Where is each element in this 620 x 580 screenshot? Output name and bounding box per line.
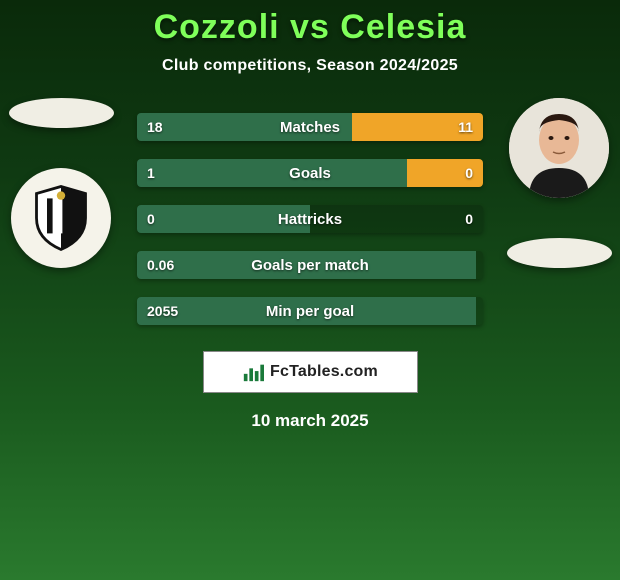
stat-row: Min per goal2055: [137, 297, 483, 325]
stat-value-left: 2055: [147, 303, 178, 319]
right-avatar: [509, 98, 609, 198]
comparison-infographic: Cozzoli vs Celesia Club competitions, Se…: [0, 0, 620, 431]
left-club-crest: [11, 168, 111, 268]
right-player-column: [504, 98, 614, 268]
page-subtitle: Club competitions, Season 2024/2025: [0, 57, 620, 75]
stat-row: Goals per match0.06: [137, 251, 483, 279]
stat-value-right: 0: [465, 165, 473, 181]
stat-label: Hattricks: [137, 211, 483, 228]
stat-bars: Matches1811Goals10Hattricks00Goals per m…: [137, 113, 483, 325]
right-club-placeholder: [507, 238, 612, 268]
stat-row: Matches18 11: [137, 113, 483, 141]
stat-value-left: 0: [147, 211, 155, 227]
stat-row: Hattricks0 0: [137, 205, 483, 233]
person-icon: [509, 98, 609, 198]
stat-value-right: 11: [458, 119, 473, 135]
stat-value-right: 0: [465, 211, 473, 227]
stat-value-left: 1: [147, 165, 155, 181]
stat-label: Goals: [137, 165, 483, 182]
stat-label: Min per goal: [137, 303, 483, 320]
fctables-badge: FcTables.com: [203, 351, 418, 393]
page-title: Cozzoli vs Celesia: [0, 8, 620, 47]
generation-date: 10 march 2025: [0, 411, 620, 431]
left-player-column: [6, 98, 116, 268]
stat-label: Goals per match: [137, 257, 483, 274]
fctables-label: FcTables.com: [270, 363, 378, 381]
stat-row: Goals1 0: [137, 159, 483, 187]
bar-chart-icon: [242, 361, 264, 383]
shield-icon: [26, 183, 96, 253]
stat-value-left: 18: [147, 119, 163, 135]
left-avatar-placeholder: [9, 98, 114, 128]
stat-value-left: 0.06: [147, 257, 174, 273]
chart-area: Matches1811Goals10Hattricks00Goals per m…: [0, 113, 620, 431]
stat-label: Matches: [137, 119, 483, 136]
